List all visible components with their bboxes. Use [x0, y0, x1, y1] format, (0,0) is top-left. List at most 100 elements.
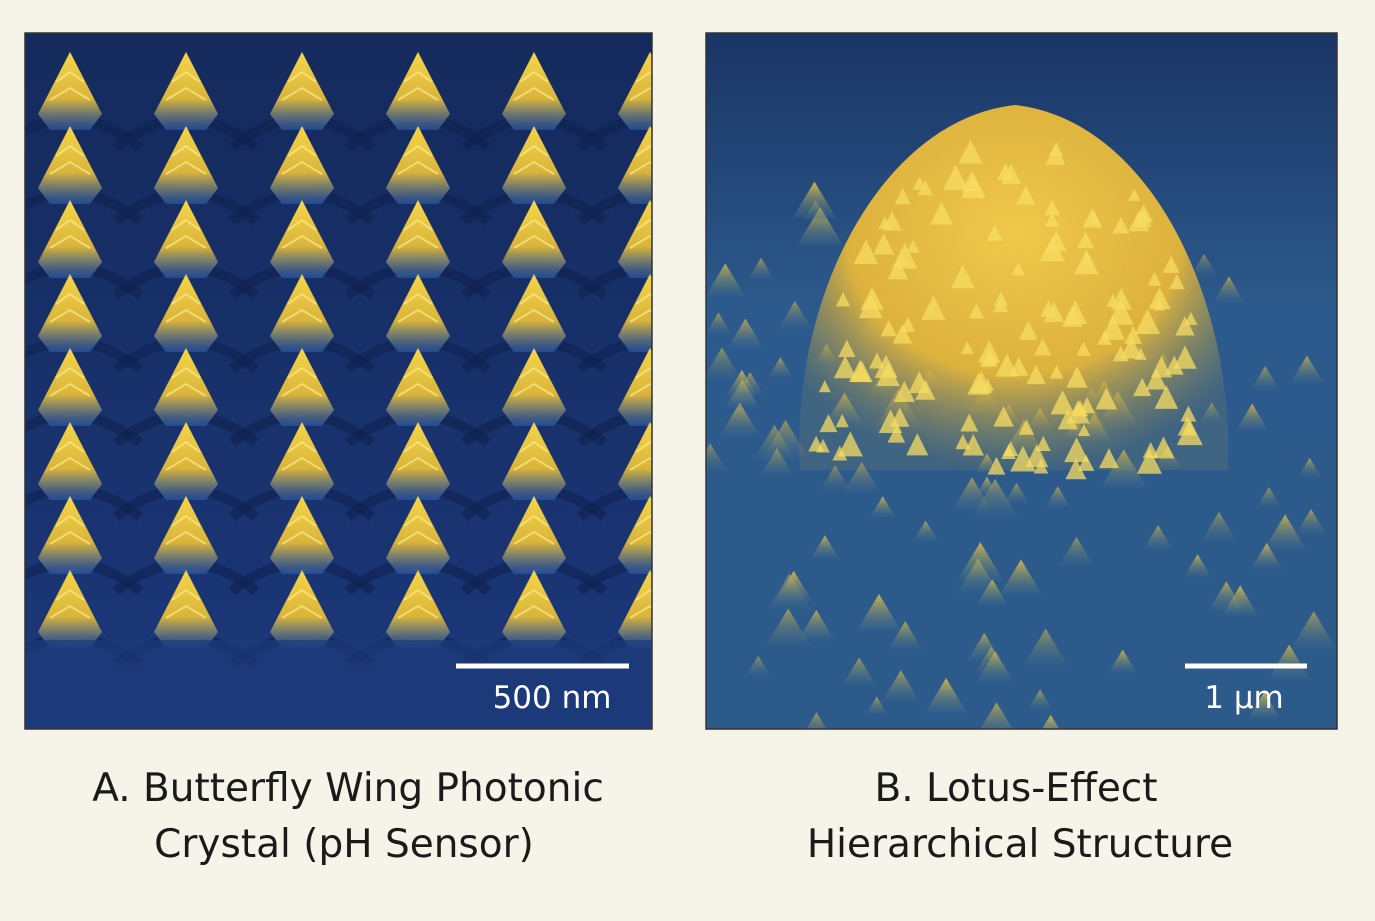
cone-ridge — [281, 70, 323, 101]
cone — [38, 570, 102, 648]
spike — [1180, 405, 1197, 422]
cone — [38, 274, 102, 352]
cone — [38, 52, 102, 130]
cone — [154, 570, 218, 648]
cone-ridge — [629, 292, 652, 323]
spike — [797, 609, 835, 641]
spike — [1099, 448, 1119, 469]
spike — [1108, 649, 1137, 673]
spike — [843, 461, 881, 493]
spike — [775, 570, 813, 602]
cone — [618, 126, 652, 204]
cone-ridge — [513, 366, 555, 397]
cone-ridge — [165, 144, 207, 175]
spike — [1169, 273, 1185, 290]
spike — [1059, 536, 1094, 566]
spike — [1134, 203, 1154, 223]
cone-ridge — [629, 514, 652, 545]
spike — [753, 424, 796, 460]
spike — [892, 323, 913, 344]
spike — [706, 347, 741, 379]
spike — [1077, 231, 1095, 249]
spike — [1145, 368, 1167, 390]
cone-ridge — [165, 292, 207, 323]
spike — [894, 251, 909, 266]
cone-ridge — [49, 440, 91, 471]
cone-ridge — [165, 440, 207, 471]
scale-bar-label: 500 nm — [493, 680, 612, 716]
spike — [1035, 436, 1051, 452]
cone-ridge — [629, 218, 652, 249]
cone-ridge — [397, 70, 439, 101]
cone-ridge — [513, 440, 555, 471]
scale-bar-label: 1 μm — [1204, 680, 1284, 716]
cone-ridge — [165, 218, 207, 249]
cone — [38, 348, 102, 426]
cone-ridge — [513, 218, 555, 249]
spike — [1025, 444, 1049, 468]
spike — [917, 180, 933, 196]
cone-ridge — [513, 588, 555, 619]
spike — [820, 464, 851, 490]
cone-ridge — [513, 144, 555, 175]
cone — [618, 200, 652, 278]
cone — [502, 348, 566, 426]
spike — [1298, 457, 1321, 477]
spike — [1236, 403, 1269, 431]
spike — [796, 207, 844, 246]
spike — [915, 379, 936, 400]
cone — [502, 274, 566, 352]
spike — [1044, 212, 1060, 227]
cone — [270, 496, 334, 574]
cone-ridge — [165, 588, 207, 619]
cone-ridge — [49, 588, 91, 619]
spike — [1100, 315, 1126, 340]
cone — [154, 348, 218, 426]
spike — [882, 211, 902, 231]
cone — [154, 496, 218, 574]
spike — [1018, 419, 1035, 435]
cone — [618, 348, 652, 426]
caption-line: A. Butterfly Wing Photonic — [92, 766, 604, 811]
spike — [1268, 644, 1310, 680]
spike — [1048, 141, 1064, 157]
cone-ridge — [49, 514, 91, 545]
spike — [728, 318, 763, 348]
spike — [956, 542, 1004, 582]
spike — [1248, 691, 1281, 719]
cone — [270, 422, 334, 500]
spike — [1004, 482, 1029, 504]
spike — [968, 303, 985, 319]
spike — [1152, 436, 1175, 459]
spike — [835, 413, 849, 428]
spike — [882, 670, 920, 702]
cone — [154, 126, 218, 204]
cone-ridge — [397, 514, 439, 545]
spike — [1153, 298, 1166, 311]
spike — [1050, 390, 1075, 415]
cone-ridge — [49, 292, 91, 323]
spike — [1110, 288, 1133, 310]
spike — [1112, 216, 1130, 234]
spike — [880, 320, 897, 337]
spike — [1057, 409, 1078, 430]
spike — [842, 657, 877, 686]
spike — [816, 438, 830, 453]
spike — [1066, 366, 1088, 388]
spike — [930, 201, 953, 225]
spike — [870, 496, 896, 518]
spike — [1043, 301, 1064, 323]
spike — [1177, 416, 1197, 436]
spike — [1184, 311, 1198, 326]
cone — [270, 570, 334, 648]
spike — [1077, 423, 1091, 437]
cone-ridge — [397, 588, 439, 619]
spike — [987, 456, 1006, 475]
cone — [386, 274, 450, 352]
cone — [386, 496, 450, 574]
spike — [1175, 316, 1195, 336]
spike — [1148, 287, 1171, 310]
cone — [386, 200, 450, 278]
cone — [38, 126, 102, 204]
spike — [765, 608, 811, 647]
